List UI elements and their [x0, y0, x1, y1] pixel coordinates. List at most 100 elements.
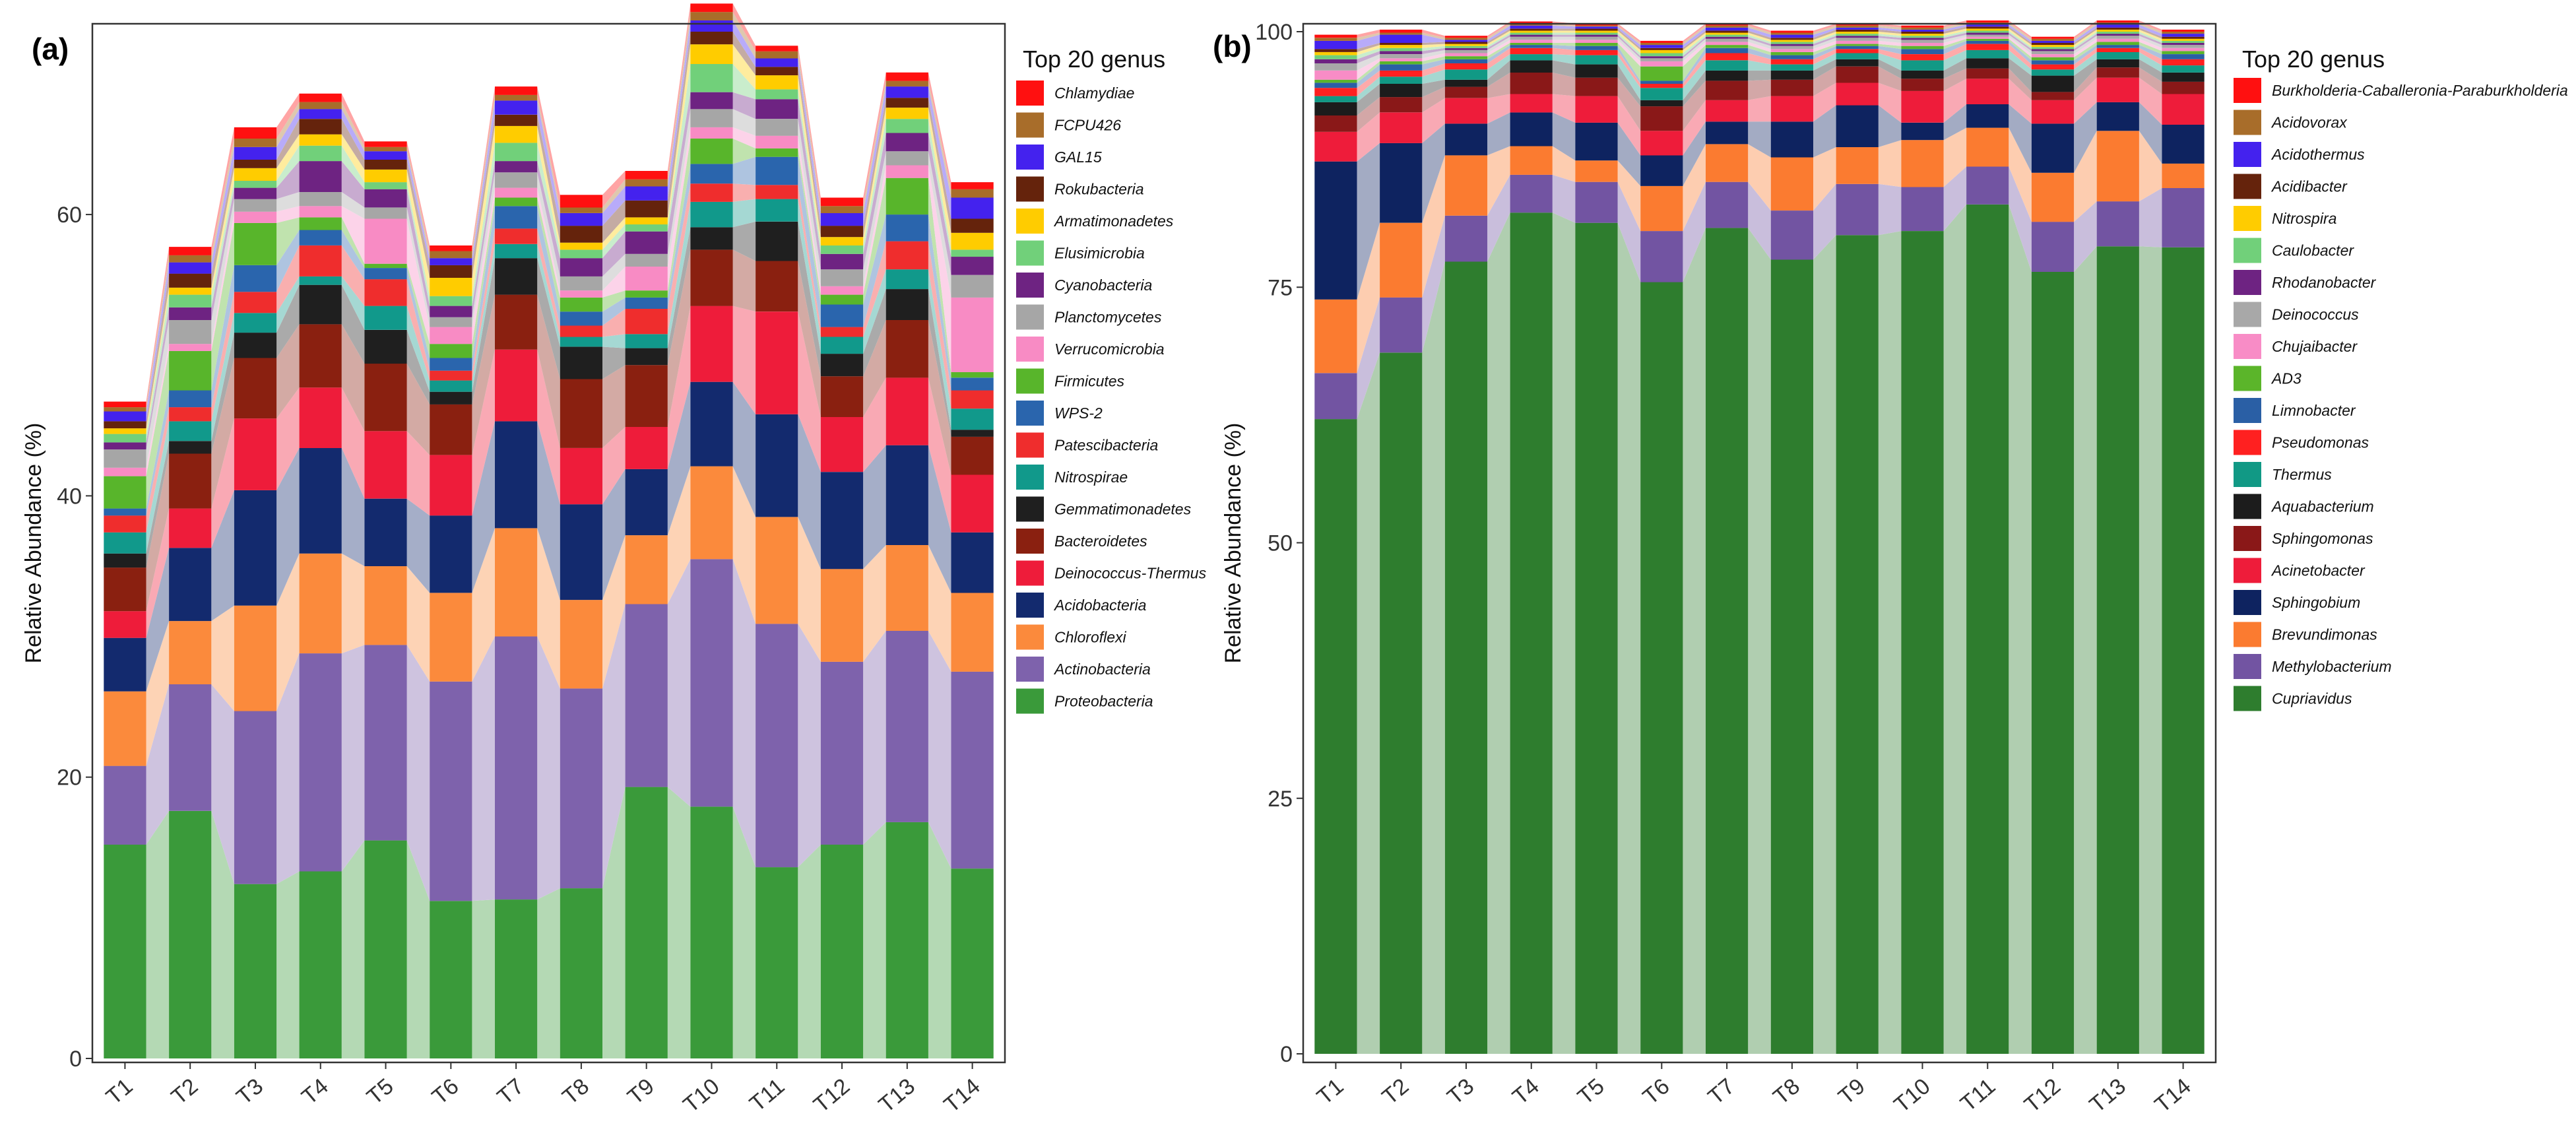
- bar-segment-actinobacteria-t9: [625, 604, 668, 787]
- band-sphingomonas-t1: [1357, 97, 1380, 132]
- bar-segment-aquabacterium-t2: [1380, 84, 1423, 98]
- band-firmicutes-t2: [211, 222, 234, 391]
- band-elusimicrobia-t12: [863, 119, 886, 254]
- bar-segment-chloroflexi-t6: [430, 593, 472, 682]
- band-rokubacteria-t6: [472, 114, 495, 278]
- band-acidibacter-t6: [1683, 30, 1706, 50]
- bar-segment-brevundimonas-t4: [1510, 146, 1553, 175]
- bar-segment-burkholderia-caballeronia-paraburkholderia-t8: [1770, 30, 1813, 33]
- bar-segment-cyanobacteria-t14: [951, 257, 994, 275]
- band-brevundimonas-t3: [1487, 146, 1510, 216]
- bar-segment-chloroflexi-t1: [104, 691, 146, 766]
- bar-segment-burkholderia-caballeronia-paraburkholderia-t10: [1901, 25, 1944, 28]
- bar-segment-planctomycetes-t2: [169, 320, 212, 344]
- band-thermus-t7: [1748, 60, 1771, 71]
- bar-segment-patescibacteria-t8: [560, 325, 602, 337]
- bar-segment-caulobacter-t3: [1444, 46, 1488, 48]
- band-acidibacter-t13: [2139, 27, 2162, 39]
- x-tick-label: T14: [2150, 1074, 2195, 1118]
- bar-segment-acinetobacter-t7: [1706, 100, 1749, 122]
- legend-label-deinococcus-thermus: Deinococcus-Thermus: [1054, 565, 1207, 582]
- bar-segment-chloroflexi-t9: [625, 535, 668, 604]
- band-bacteroidetes-t5: [406, 364, 430, 455]
- band-acidobacteria-t3: [276, 447, 300, 606]
- band-sphingobium-t3: [1487, 112, 1510, 156]
- band-limnobacter-t4: [1552, 45, 1576, 50]
- band-actinobacteria-t12: [863, 631, 886, 845]
- band-acidovorax-t9: [1878, 25, 1902, 30]
- legend-key-sphingobium: [2234, 590, 2261, 615]
- band-gemmatimonadetes-t8: [602, 346, 626, 379]
- band-chloroflexi-t6: [472, 528, 495, 682]
- band-cupriavidus-t12: [2074, 246, 2097, 1054]
- band-deinococcus-thermus-t4: [341, 387, 365, 499]
- band-firmicutes-t4: [341, 217, 365, 269]
- bar-segment-nitrospirae-t7: [495, 243, 538, 259]
- legend-label-sphingomonas: Sphingomonas: [2272, 530, 2373, 547]
- bar-segment-caulobacter-t7: [1706, 34, 1749, 37]
- x-tick-label: T11: [1956, 1074, 2000, 1117]
- band-acidibacter-t10: [1943, 26, 1967, 34]
- band-methylobacterium-t13: [2139, 188, 2162, 247]
- bar-segment-rokubacteria-t5: [364, 160, 407, 170]
- bar-segment-bacteroidetes-t8: [560, 379, 602, 448]
- bar-segment-acidothermus-t4: [1510, 25, 1553, 29]
- bar-segment-acinetobacter-t11: [1966, 79, 2009, 104]
- bar-segment-nitrospira-t3: [1444, 44, 1488, 46]
- band-brevundimonas-t13: [2139, 131, 2162, 202]
- bar-segment-brevundimonas-t2: [1380, 222, 1423, 298]
- band-elusimicrobia-t13: [928, 119, 951, 257]
- bar-segment-pseudomonas-t12: [2031, 64, 2075, 70]
- band-sphingobium-t9: [1878, 105, 1902, 147]
- band-chujaibacter-t9: [1878, 40, 1902, 46]
- bar-segment-nitrospira-t6: [1640, 49, 1683, 53]
- band-acinetobacter-t9: [1878, 82, 1902, 123]
- bar-segment-patescibacteria-t14: [951, 390, 994, 409]
- band-caulobacter-t9: [1878, 34, 1902, 38]
- bar-segment-thermus-t9: [1836, 53, 1879, 59]
- bar-segment-actinobacteria-t8: [560, 688, 602, 889]
- bar-segment-chloroflexi-t7: [495, 528, 538, 637]
- bar-segment-acidibacter-t10: [1901, 32, 1944, 34]
- bar-segment-actinobacteria-t4: [299, 653, 342, 872]
- band-limnobacter-t8: [1813, 46, 1836, 59]
- band-chloroflexi-t10: [732, 466, 756, 624]
- bar-segment-rokubacteria-t8: [560, 226, 602, 243]
- bar-segment-deinococcus-thermus-t12: [820, 417, 864, 472]
- band-actinobacteria-t9: [667, 559, 691, 807]
- band-sphingomonas-t8: [1813, 66, 1836, 96]
- bar-segment-firmicutes-t6: [430, 344, 472, 358]
- band-wps-2-t7: [537, 206, 560, 326]
- band-pseudomonas-t7: [1748, 53, 1771, 65]
- bar-segment-planctomycetes-t13: [886, 151, 928, 166]
- band-verrucomicrobia-t8: [602, 267, 626, 298]
- legend-key-actinobacteria: [1016, 657, 1044, 682]
- bar-segment-deinococcus-thermus-t6: [430, 455, 472, 516]
- band-methylobacterium-t3: [1487, 174, 1510, 262]
- bar-segment-chlamydiae-t13: [886, 72, 928, 81]
- band-acidobacteria-t4: [341, 447, 365, 566]
- band-rokubacteria-t13: [928, 98, 951, 233]
- bar-segment-ad3-t3: [1444, 56, 1488, 59]
- band-deinococcus-thermus-t3: [276, 387, 300, 490]
- y-tick-label: 60: [57, 203, 82, 228]
- band-limnobacter-t12: [2074, 45, 2097, 65]
- bar-segment-aquabacterium-t5: [1575, 64, 1618, 78]
- band-nitrospira-t2: [1422, 44, 1445, 48]
- bar-segment-rokubacteria-t2: [169, 273, 212, 288]
- band-caulobacter-t7: [1748, 34, 1771, 44]
- bar-segment-rhodanobacter-t3: [1444, 48, 1488, 50]
- band-deinococcus-t2: [1422, 49, 1445, 59]
- x-tick-label: T8: [558, 1074, 594, 1110]
- band-pseudomonas-t10: [1943, 44, 1967, 61]
- bar-segment-thermus-t7: [1706, 60, 1749, 71]
- bar-segment-acidovorax-t14: [2162, 32, 2205, 34]
- bar-segment-nitrospira-t7: [1706, 32, 1749, 35]
- x-tick-label: T10: [678, 1074, 724, 1118]
- bar-segment-gemmatimonadetes-t4: [299, 284, 342, 325]
- bar-segment-cupriavidus-t8: [1770, 259, 1813, 1054]
- legend-label-rhodanobacter: Rhodanobacter: [2272, 274, 2377, 291]
- legend-label-firmicutes: Firmicutes: [1054, 373, 1125, 390]
- bar-segment-sphingomonas-t14: [2162, 81, 2205, 94]
- band-gal15-t12: [863, 86, 886, 226]
